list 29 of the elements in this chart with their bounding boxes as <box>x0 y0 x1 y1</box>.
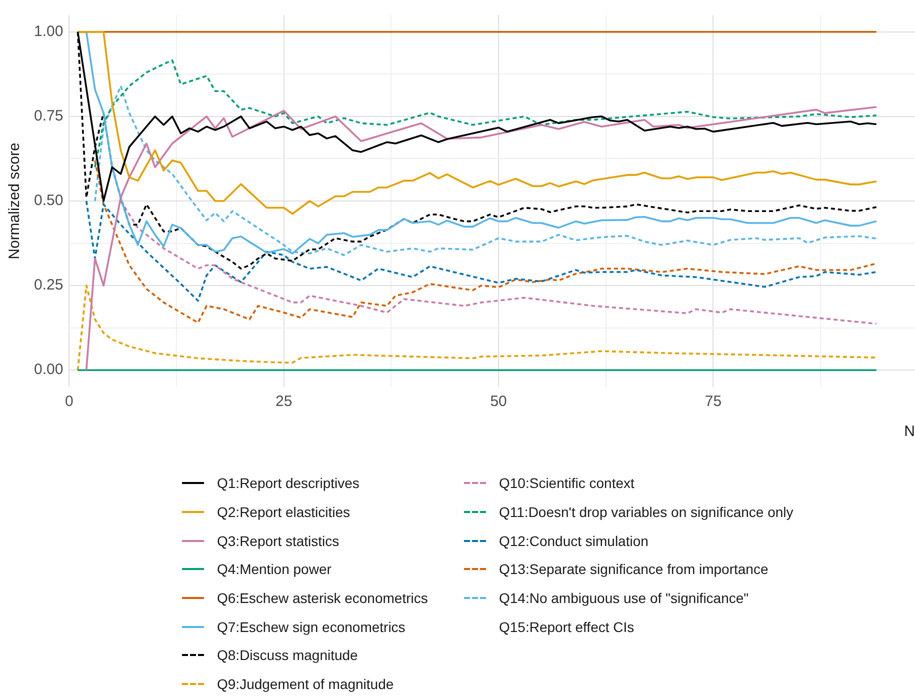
y-tick-label: 0.25 <box>34 276 64 294</box>
y-axis-title: Normalized score <box>6 142 24 260</box>
legend-label: Q10:Scientific context <box>499 475 634 492</box>
x-axis-title: N <box>904 423 915 440</box>
legend-label: Q8:Discuss magnitude <box>217 647 358 664</box>
x-tick-label: 75 <box>704 393 722 410</box>
line-series <box>94 59 878 168</box>
text: Q15:Report effect CIs <box>499 618 634 635</box>
legend-label: Q7:Eschew sign econometrics <box>217 618 406 635</box>
legend-label: Q4:Mention power <box>217 561 332 578</box>
x-tick-label: 25 <box>276 393 292 410</box>
legend-label: Q9:Judgement of magnitude <box>217 676 394 692</box>
legend-label: Q2:Report elasticities <box>217 504 350 520</box>
y-tick-label: 0.00 <box>34 361 64 378</box>
legend-label: Q12:Conduct simulation <box>499 532 648 549</box>
y-tick-label: 0.50 <box>34 192 64 210</box>
legend-label: Q6:Eschew asterisk econometrics <box>217 590 428 606</box>
line-series <box>94 160 878 324</box>
y-tick-label: 0.75 <box>34 108 64 125</box>
legend-label: Q14:No ambiguous use of "significance" <box>499 590 749 606</box>
legend-label: Q3:Report statistics <box>217 532 340 549</box>
x-tick-label: 50 <box>490 393 507 410</box>
legend-label: Q13:Separate significance from importance <box>499 561 768 578</box>
line-series <box>76 284 878 371</box>
legend-label: Q1:Report descriptives <box>217 475 360 492</box>
x-tick-label: 0 <box>65 393 74 410</box>
y-tick-label: 1.00 <box>34 23 64 40</box>
line-series <box>85 200 878 302</box>
legend-label: Q11:Doesn't drop variables on significance only <box>499 504 794 520</box>
